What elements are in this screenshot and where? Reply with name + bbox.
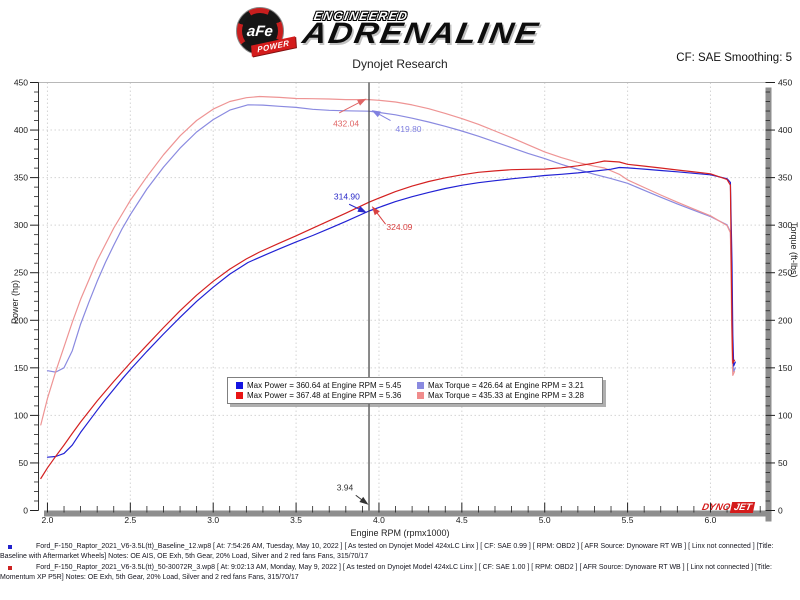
svg-text:350: 350 — [14, 173, 28, 183]
run-bullet-icon — [8, 545, 12, 549]
run-info-momentum: Ford_F-150_Raptor_2021_V6-3.5L(tt)_50-30… — [0, 563, 798, 583]
svg-text:250: 250 — [14, 268, 28, 278]
svg-text:3.5: 3.5 — [290, 515, 302, 525]
svg-text:3.94: 3.94 — [337, 483, 354, 493]
svg-text:250: 250 — [778, 268, 792, 278]
svg-text:450: 450 — [778, 78, 792, 88]
svg-text:50: 50 — [778, 458, 788, 468]
adrenaline-text: ADRENALINE — [300, 16, 543, 50]
svg-text:200: 200 — [14, 315, 28, 325]
curve-momentum-power — [40, 160, 736, 480]
page-title: Dynojet Research — [352, 57, 448, 71]
dynojet-logo-dyno: DYNO — [700, 502, 732, 513]
axis-frame — [38, 82, 772, 522]
legend-item-momentum-torque: Max Torque = 435.33 at Engine RPM = 3.28 — [417, 391, 598, 400]
svg-text:5.5: 5.5 — [622, 515, 634, 525]
afe-logo-label: aFe — [246, 22, 274, 40]
svg-text:0: 0 — [23, 506, 28, 516]
svg-text:100: 100 — [778, 410, 792, 420]
svg-text:400: 400 — [778, 125, 792, 135]
svg-text:419.80: 419.80 — [396, 124, 422, 134]
svg-text:3.0: 3.0 — [207, 515, 219, 525]
svg-text:2.0: 2.0 — [42, 515, 54, 525]
dyno-graph: 2.0 2.5 3.0 3.5 4.0 4.5 5.0 5.5 6.0 0 0 50 50 100 100 1… — [14, 78, 793, 526]
svg-text:350: 350 — [778, 173, 792, 183]
run-bullet-icon — [8, 566, 12, 570]
legend-label: Max Power = 360.64 at Engine RPM = 5.45 — [247, 381, 402, 390]
legend-item-baseline-power: Max Power = 360.64 at Engine RPM = 5.45 — [236, 381, 417, 390]
curve-baseline-power — [46, 166, 736, 458]
svg-text:200: 200 — [778, 315, 792, 325]
legend-item-baseline-torque: Max Torque = 426.64 at Engine RPM = 3.21 — [417, 381, 598, 390]
legend-item-momentum-power: Max Power = 367.48 at Engine RPM = 5.36 — [236, 391, 417, 400]
dynojet-logo: DYNO JET — [700, 502, 756, 513]
baseline-power-swatch-icon — [236, 382, 243, 389]
svg-text:4.0: 4.0 — [373, 515, 385, 525]
axis-ticks: 2.0 2.5 3.0 3.5 4.0 4.5 5.0 5.5 6.0 0 0 50 50 100 100 1… — [14, 78, 793, 526]
svg-text:150: 150 — [778, 363, 792, 373]
svg-text:4.5: 4.5 — [456, 515, 468, 525]
svg-text:6.0: 6.0 — [705, 515, 717, 525]
svg-text:400: 400 — [14, 125, 28, 135]
cursor-annotations: 432.04 419.80 314.90 324.09 3.94 — [333, 98, 422, 505]
svg-text:150: 150 — [14, 363, 28, 373]
svg-text:314.90: 314.90 — [334, 191, 360, 201]
baseline-torque-swatch-icon — [417, 382, 424, 389]
svg-text:5.0: 5.0 — [539, 515, 551, 525]
dynojet-logo-jet: JET — [730, 502, 756, 513]
curve-momentum-torque — [40, 95, 736, 426]
momentum-torque-swatch-icon — [417, 392, 424, 399]
legend-label: Max Torque = 435.33 at Engine RPM = 3.28 — [428, 391, 584, 400]
svg-text:100: 100 — [14, 410, 28, 420]
svg-text:324.09: 324.09 — [386, 222, 412, 232]
svg-text:0: 0 — [778, 506, 783, 516]
grid-lines — [38, 82, 766, 511]
run-info-footer: Ford_F-150_Raptor_2021_V6-3.5L(tt)_Basel… — [0, 542, 798, 584]
svg-text:2.5: 2.5 — [124, 515, 136, 525]
svg-text:300: 300 — [778, 220, 792, 230]
left-axis-title: Power (hp) — [10, 279, 20, 324]
right-axis-title: Torque (ft-lbs) — [789, 222, 799, 278]
svg-text:50: 50 — [19, 458, 29, 468]
run-description: Ford_F-150_Raptor_2021_V6-3.5L(tt)_Basel… — [0, 543, 774, 560]
svg-text:450: 450 — [14, 78, 28, 88]
max-values-legend: Max Power = 360.64 at Engine RPM = 5.45 … — [227, 377, 603, 404]
curve-baseline-torque — [46, 104, 736, 373]
legend-label: Max Torque = 426.64 at Engine RPM = 3.21 — [428, 381, 584, 390]
svg-text:300: 300 — [14, 220, 28, 230]
momentum-power-swatch-icon — [236, 392, 243, 399]
run-description: Ford_F-150_Raptor_2021_V6-3.5L(tt)_50-30… — [0, 564, 772, 581]
run-info-baseline: Ford_F-150_Raptor_2021_V6-3.5L(tt)_Basel… — [0, 542, 798, 562]
svg-text:432.04: 432.04 — [333, 118, 359, 128]
correction-factor-label: CF: SAE Smoothing: 5 — [676, 52, 792, 64]
legend-label: Max Power = 367.48 at Engine RPM = 5.36 — [247, 391, 402, 400]
x-axis-title: Engine RPM (rpmx1000) — [350, 528, 450, 538]
